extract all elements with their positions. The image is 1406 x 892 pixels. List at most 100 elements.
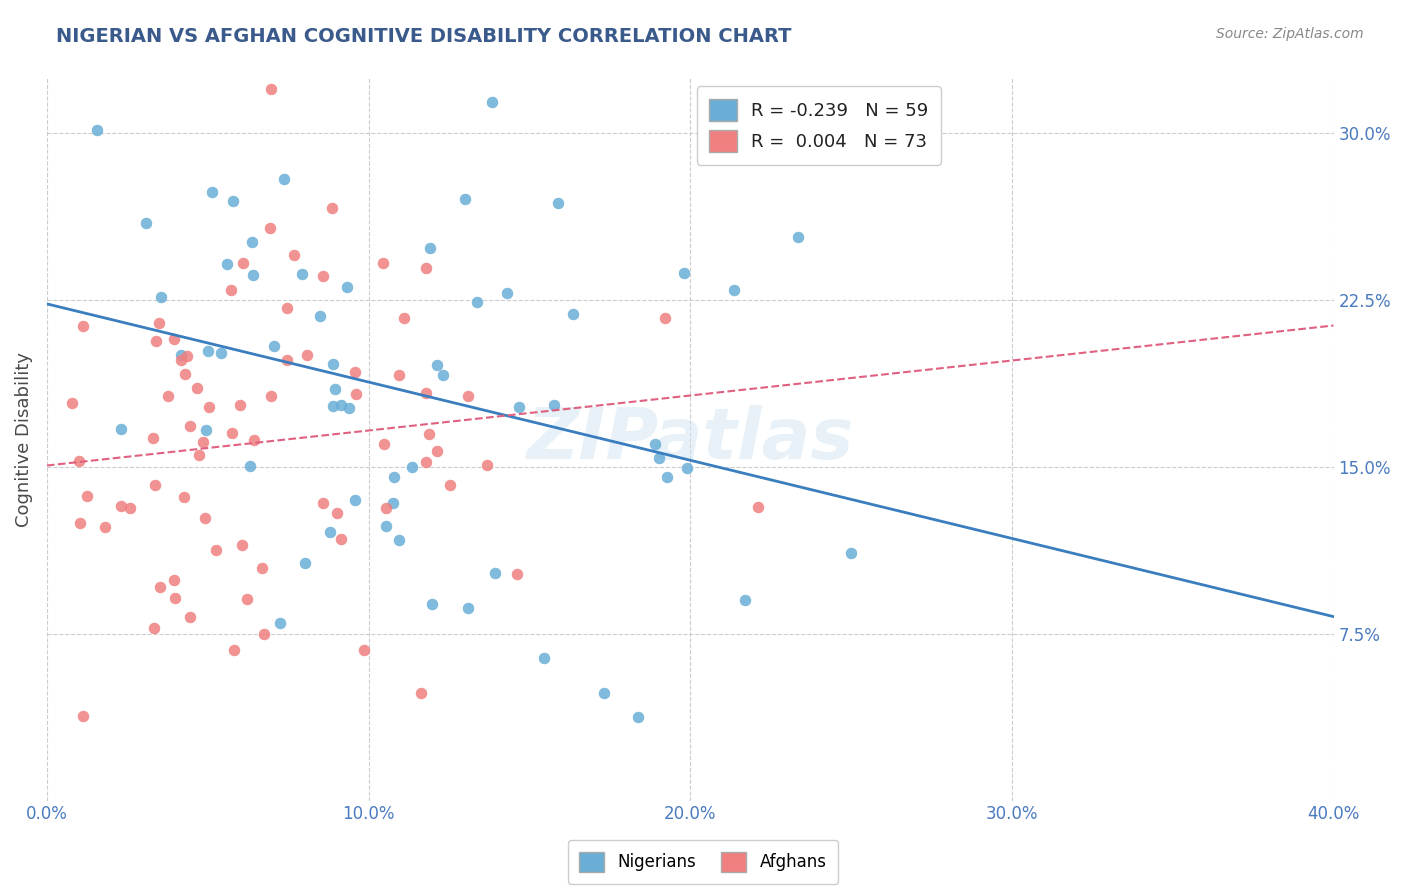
Point bbox=[432, 368, 454, 383]
Point bbox=[156, 389, 179, 403]
Point bbox=[94, 520, 117, 534]
Point bbox=[145, 478, 167, 492]
Point bbox=[533, 651, 555, 665]
Point bbox=[62, 395, 84, 409]
Point bbox=[69, 516, 91, 530]
Point bbox=[294, 557, 316, 571]
Point bbox=[465, 294, 488, 309]
Point bbox=[173, 367, 195, 381]
Point bbox=[381, 496, 404, 510]
Point bbox=[173, 490, 195, 504]
Point bbox=[543, 398, 565, 412]
Point bbox=[142, 431, 165, 445]
Point bbox=[309, 309, 332, 323]
Point bbox=[295, 348, 318, 362]
Text: Source: ZipAtlas.com: Source: ZipAtlas.com bbox=[1216, 27, 1364, 41]
Point bbox=[676, 460, 699, 475]
Point bbox=[259, 221, 281, 235]
Point bbox=[373, 437, 395, 451]
Point bbox=[592, 686, 614, 700]
Point bbox=[170, 352, 193, 367]
Point bbox=[387, 368, 409, 383]
Point bbox=[401, 459, 423, 474]
Point bbox=[238, 459, 260, 474]
Text: NIGERIAN VS AFGHAN COGNITIVE DISABILITY CORRELATION CHART: NIGERIAN VS AFGHAN COGNITIVE DISABILITY … bbox=[56, 27, 792, 45]
Point bbox=[506, 567, 529, 582]
Point bbox=[420, 598, 443, 612]
Point bbox=[312, 269, 335, 284]
Point bbox=[562, 307, 585, 321]
Point bbox=[194, 510, 217, 524]
Point bbox=[353, 642, 375, 657]
Point bbox=[242, 268, 264, 283]
Point bbox=[224, 642, 246, 657]
Point bbox=[163, 574, 186, 588]
Point bbox=[457, 388, 479, 402]
Point bbox=[135, 216, 157, 230]
Point bbox=[330, 398, 353, 412]
Point bbox=[201, 186, 224, 200]
Point bbox=[76, 489, 98, 503]
Point bbox=[371, 255, 394, 269]
Legend: R = -0.239   N = 59, R =  0.004   N = 73: R = -0.239 N = 59, R = 0.004 N = 73 bbox=[697, 87, 941, 165]
Legend: Nigerians, Afghans: Nigerians, Afghans bbox=[568, 840, 838, 884]
Point bbox=[388, 533, 411, 547]
Point bbox=[374, 500, 396, 515]
Point bbox=[747, 500, 769, 514]
Point bbox=[475, 458, 498, 472]
Point bbox=[454, 192, 477, 206]
Point bbox=[179, 610, 201, 624]
Point bbox=[496, 286, 519, 301]
Point bbox=[415, 455, 437, 469]
Point bbox=[343, 365, 366, 379]
Point bbox=[120, 500, 142, 515]
Point bbox=[839, 546, 862, 560]
Point bbox=[273, 171, 295, 186]
Point bbox=[217, 257, 239, 271]
Point bbox=[291, 267, 314, 281]
Point bbox=[263, 338, 285, 352]
Point bbox=[457, 600, 479, 615]
Point bbox=[197, 400, 219, 414]
Point bbox=[170, 348, 193, 362]
Point bbox=[191, 435, 214, 450]
Point bbox=[484, 566, 506, 580]
Point bbox=[149, 580, 172, 594]
Point bbox=[67, 454, 90, 468]
Point bbox=[415, 385, 437, 400]
Point bbox=[392, 311, 415, 326]
Point bbox=[418, 427, 440, 442]
Point bbox=[322, 357, 344, 371]
Point bbox=[654, 310, 676, 325]
Point bbox=[163, 591, 186, 605]
Point bbox=[243, 433, 266, 447]
Point bbox=[110, 422, 132, 436]
Point bbox=[229, 398, 252, 412]
Point bbox=[318, 524, 340, 539]
Point bbox=[648, 451, 671, 466]
Point bbox=[176, 349, 198, 363]
Point bbox=[415, 261, 437, 276]
Point bbox=[382, 470, 405, 484]
Point bbox=[657, 469, 679, 483]
Point bbox=[179, 419, 201, 434]
Point bbox=[734, 592, 756, 607]
Point bbox=[276, 301, 298, 315]
Point bbox=[86, 123, 108, 137]
Point bbox=[149, 290, 172, 304]
Point bbox=[186, 381, 208, 395]
Point bbox=[236, 591, 259, 606]
Point bbox=[426, 358, 449, 372]
Point bbox=[344, 386, 367, 401]
Point bbox=[325, 383, 347, 397]
Text: ZIPatlas: ZIPatlas bbox=[526, 405, 853, 474]
Point bbox=[72, 318, 94, 333]
Point bbox=[221, 283, 243, 297]
Point bbox=[283, 247, 305, 261]
Point bbox=[163, 332, 186, 346]
Point bbox=[426, 444, 449, 458]
Point bbox=[188, 448, 211, 462]
Point bbox=[481, 95, 503, 109]
Point bbox=[322, 399, 344, 413]
Point bbox=[336, 280, 359, 294]
